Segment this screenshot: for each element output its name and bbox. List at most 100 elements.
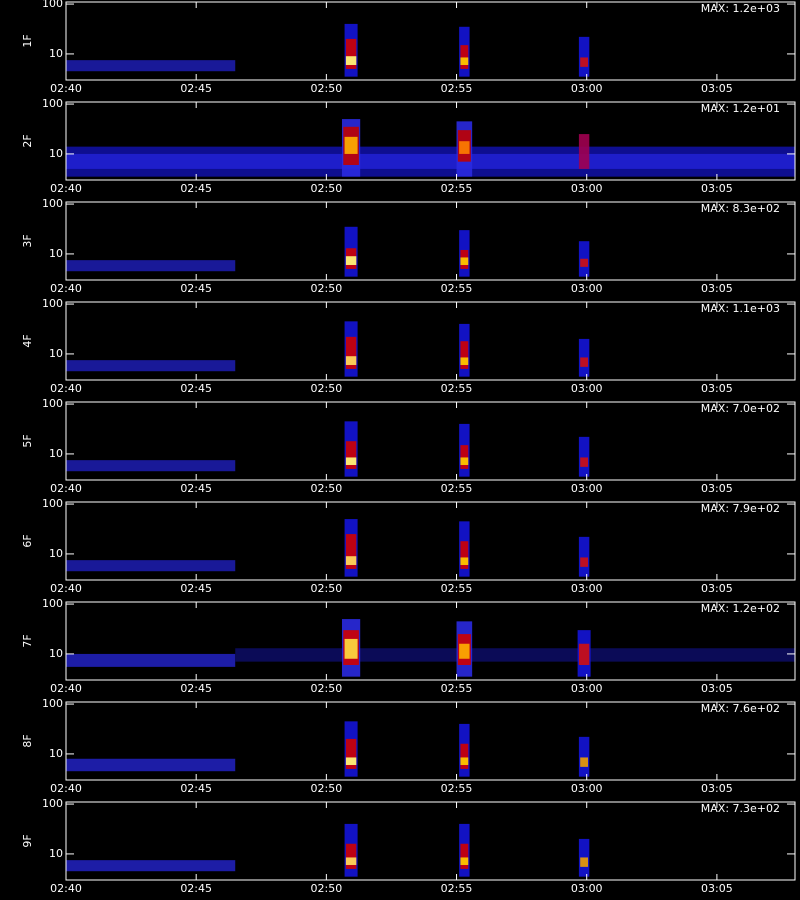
max-annotation: MAX: 1.2e+03: [701, 2, 780, 15]
x-tick-label: 03:05: [701, 282, 733, 295]
x-tick-label: 02:40: [50, 482, 82, 495]
x-tick-label: 03:00: [571, 82, 603, 95]
y-tick-label: 100: [42, 697, 63, 710]
x-tick-label: 02:55: [441, 882, 473, 895]
max-annotation: MAX: 1.2e+01: [701, 102, 780, 115]
x-tick-label: 02:55: [441, 82, 473, 95]
y-tick-label: 10: [49, 447, 63, 460]
spectral-block: [460, 57, 469, 65]
x-tick-label: 03:05: [701, 82, 733, 95]
spectral-block: [235, 648, 795, 662]
y-tick-label: 100: [42, 597, 63, 610]
x-tick-label: 03:05: [701, 182, 733, 195]
x-tick-label: 03:00: [571, 382, 603, 395]
x-tick-label: 02:40: [50, 882, 82, 895]
spectral-block: [345, 356, 357, 365]
x-tick-label: 03:00: [571, 282, 603, 295]
spectral-block: [344, 136, 358, 154]
x-tick-label: 02:50: [311, 582, 343, 595]
y-axis-label: 7F: [21, 634, 34, 647]
y-tick-label: 10: [49, 347, 63, 360]
y-axis-label: 5F: [21, 434, 34, 447]
plot-frame: [65, 201, 796, 281]
spectral-block: [460, 843, 469, 869]
spectral-block: [580, 557, 589, 567]
x-tick-label: 03:00: [571, 582, 603, 595]
x-tick-label: 03:05: [701, 782, 733, 795]
x-tick-label: 02:45: [180, 182, 212, 195]
x-tick-label: 02:55: [441, 582, 473, 595]
spectral-block: [345, 441, 357, 469]
spectral-block: [460, 257, 469, 265]
spectral-block: [344, 638, 358, 659]
spectral-block: [460, 357, 469, 365]
spectral-block: [345, 738, 357, 769]
x-tick-label: 02:45: [180, 382, 212, 395]
x-tick-label: 02:50: [311, 882, 343, 895]
spectral-block: [345, 857, 357, 865]
y-tick-label: 100: [42, 197, 63, 210]
spectral-block: [578, 643, 590, 665]
spectral-block: [66, 860, 236, 872]
y-tick-label: 100: [42, 397, 63, 410]
spectral-block: [345, 534, 357, 569]
spectral-block: [66, 460, 236, 472]
plot-frame: [65, 401, 796, 481]
spectral-block: [580, 57, 589, 67]
x-tick-label: 03:00: [571, 482, 603, 495]
y-tick-label: 100: [42, 797, 63, 810]
spectral-block: [460, 457, 469, 465]
spectral-block: [460, 557, 469, 565]
y-axis-label: 9F: [21, 834, 34, 847]
spectral-block: [578, 736, 590, 777]
x-tick-label: 02:45: [180, 82, 212, 95]
y-tick-label: 100: [42, 0, 63, 10]
spectral-block: [345, 256, 357, 265]
x-tick-label: 03:00: [571, 782, 603, 795]
spectral-block: [460, 45, 469, 69]
spectral-block: [345, 457, 357, 465]
x-tick-label: 02:40: [50, 282, 82, 295]
spectral-block: [345, 336, 357, 369]
y-axis-label: 1F: [21, 34, 34, 47]
spectral-block: [459, 141, 470, 154]
x-tick-label: 02:45: [180, 482, 212, 495]
x-tick-label: 02:50: [311, 282, 343, 295]
x-tick-label: 02:40: [50, 182, 82, 195]
y-axis-label: 4F: [21, 334, 34, 347]
x-tick-label: 02:45: [180, 582, 212, 595]
x-tick-label: 02:50: [311, 782, 343, 795]
y-axis-label: 3F: [21, 234, 34, 247]
spectral-block: [460, 757, 469, 765]
x-tick-label: 02:40: [50, 782, 82, 795]
plot-frame: [65, 801, 796, 881]
x-tick-label: 02:50: [311, 182, 343, 195]
max-annotation: MAX: 8.3e+02: [701, 202, 780, 215]
max-annotation: MAX: 7.6e+02: [701, 702, 780, 715]
spectral-block: [66, 653, 236, 667]
y-tick-label: 100: [42, 97, 63, 110]
spectral-block: [580, 357, 589, 367]
y-axis-label: 6F: [21, 534, 34, 547]
spectral-block: [580, 258, 589, 267]
spectral-block: [345, 56, 357, 65]
x-tick-label: 02:50: [311, 382, 343, 395]
max-annotation: MAX: 7.9e+02: [701, 502, 780, 515]
x-tick-label: 03:00: [571, 882, 603, 895]
spectral-block: [578, 536, 590, 577]
plot-frame: [65, 1, 796, 81]
x-tick-label: 02:40: [50, 82, 82, 95]
x-tick-label: 03:05: [701, 382, 733, 395]
x-tick-label: 03:05: [701, 682, 733, 695]
x-tick-label: 02:50: [311, 682, 343, 695]
max-annotation: MAX: 7.0e+02: [701, 402, 780, 415]
spectral-block: [345, 757, 357, 765]
plot-frame: [65, 701, 796, 781]
x-tick-label: 02:55: [441, 382, 473, 395]
spectral-block: [66, 60, 236, 72]
y-tick-label: 10: [49, 247, 63, 260]
x-tick-label: 02:45: [180, 882, 212, 895]
spectral-block: [578, 134, 590, 169]
spectral-block: [66, 260, 236, 272]
